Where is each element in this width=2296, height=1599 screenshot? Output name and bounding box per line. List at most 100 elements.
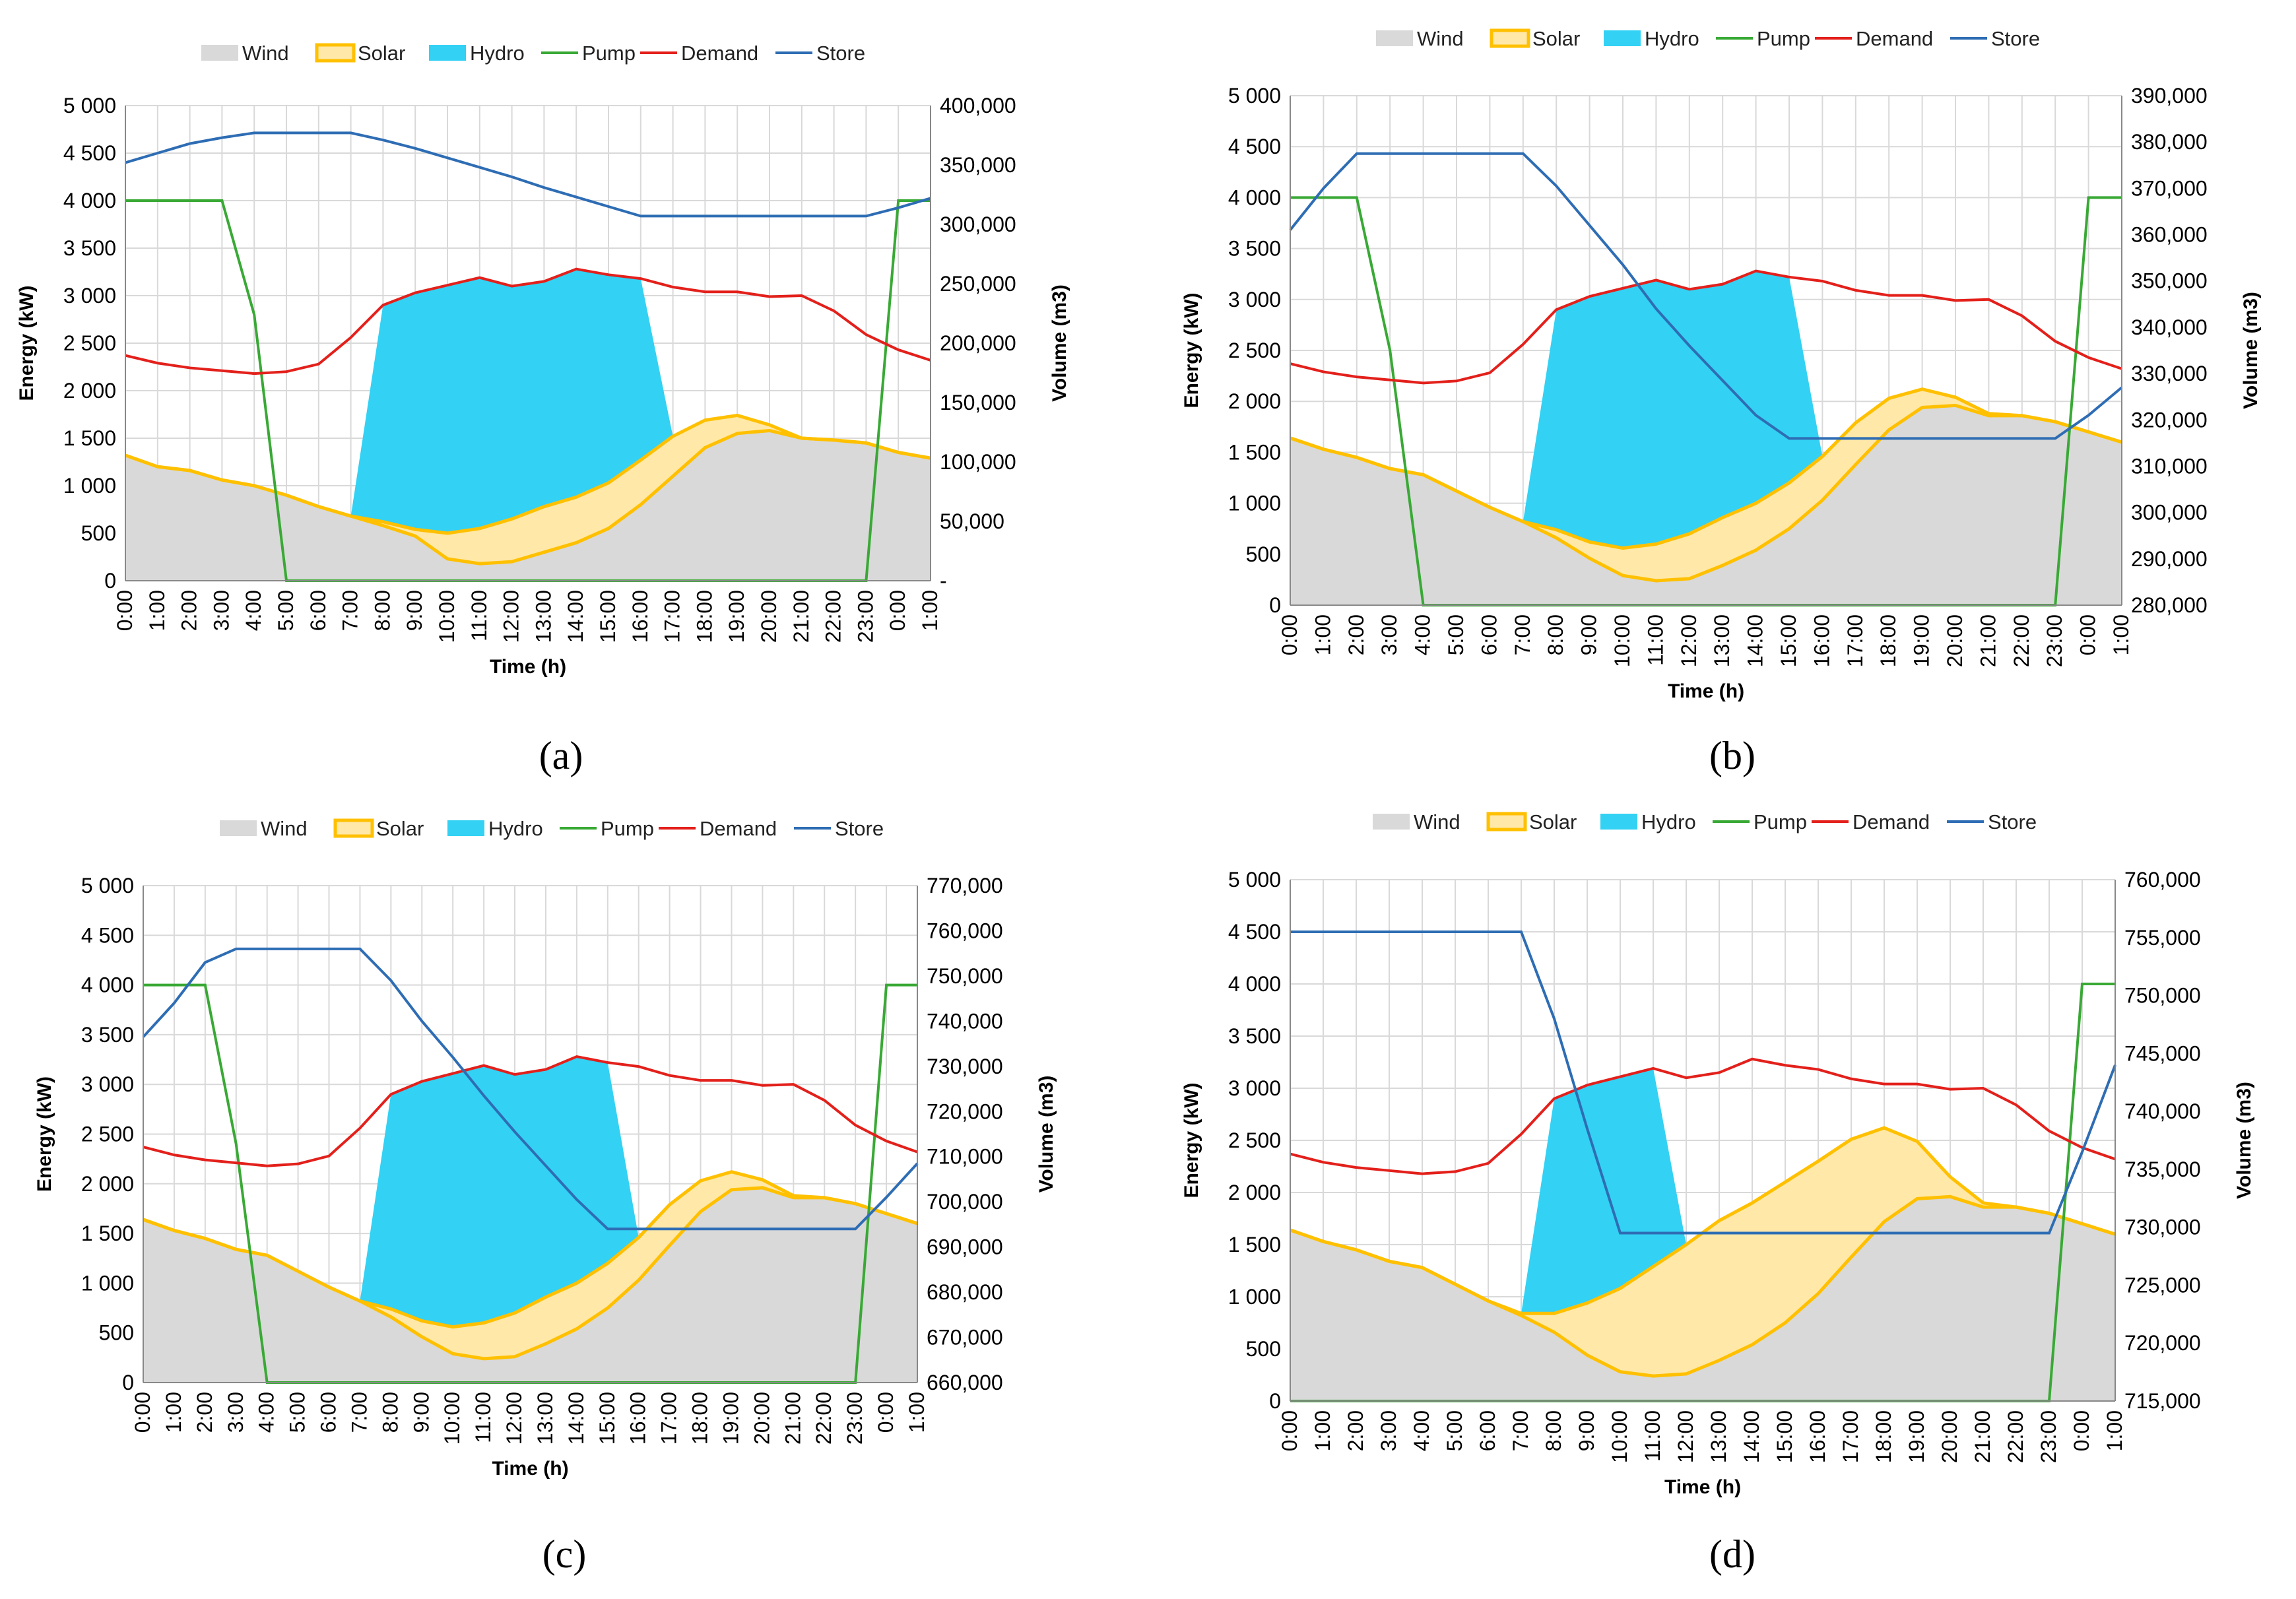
x-tick-label: 11:00 bbox=[1641, 1410, 1664, 1462]
legend-pump: Pump bbox=[1716, 27, 1810, 50]
legend-solar-swatch bbox=[333, 818, 374, 838]
x-tick-label: 12:00 bbox=[1677, 614, 1701, 667]
y-tick-label: 2 000 bbox=[1228, 1181, 1281, 1204]
solar-lower-line bbox=[1290, 403, 2122, 583]
y2-tick-label: 720,000 bbox=[927, 1099, 1003, 1123]
x-tick-label: 19:00 bbox=[719, 1392, 742, 1445]
x-tick-label: 20:00 bbox=[1938, 1410, 1961, 1463]
solar-lower-line bbox=[143, 1186, 918, 1361]
legend-wind-swatch bbox=[1376, 30, 1413, 46]
y-tick-label: 4 500 bbox=[81, 923, 134, 947]
legend-pump-label: Pump bbox=[1754, 810, 1807, 833]
x-tick-label: 22:00 bbox=[822, 590, 845, 643]
solar-lower-line bbox=[125, 428, 931, 566]
x-tick-label: 7:00 bbox=[1509, 1410, 1532, 1451]
legend-wind-label: Wind bbox=[1417, 27, 1464, 50]
x-tick-label: 15:00 bbox=[1773, 1410, 1796, 1463]
x-tick-label: 23:00 bbox=[853, 590, 877, 643]
y2-tick-label: 400,000 bbox=[940, 94, 1016, 117]
solar-lower-line bbox=[1290, 1194, 2116, 1378]
legend-demand: Demand bbox=[1815, 27, 1933, 50]
x-tick-label: 20:00 bbox=[757, 590, 781, 643]
legend-hydro-label: Hydro bbox=[1645, 27, 1699, 50]
y2-axis-title: Volume (m3) bbox=[2240, 292, 2262, 409]
solar-area bbox=[1290, 1128, 2115, 1377]
y-tick-label: 2 000 bbox=[1228, 389, 1281, 413]
y-tick-label: 1 500 bbox=[1228, 1233, 1281, 1256]
legend-hydro-swatch bbox=[1600, 814, 1637, 830]
y2-tick-label: 755,000 bbox=[2124, 926, 2201, 950]
panel-caption: (a) bbox=[539, 734, 583, 777]
x-tick-label: 0:00 bbox=[113, 590, 137, 631]
x-tick-label: 5:00 bbox=[286, 1392, 310, 1433]
legend-store: Store bbox=[1950, 27, 2040, 50]
y2-tick-label: 740,000 bbox=[2124, 1099, 2201, 1123]
x-tick-label: 9:00 bbox=[1577, 614, 1601, 655]
x-tick-label: 22:00 bbox=[812, 1392, 836, 1445]
y-tick-label: 2 500 bbox=[1228, 339, 1281, 362]
x-tick-label: 10:00 bbox=[1610, 614, 1634, 667]
y-tick-label: 0 bbox=[1269, 1389, 1281, 1413]
legend-solar: Solar bbox=[1490, 27, 1580, 50]
demand-line bbox=[1290, 269, 2122, 385]
legend-pump: Pump bbox=[560, 817, 654, 840]
legend-solar: Solar bbox=[333, 817, 424, 840]
x-tick-label: 9:00 bbox=[409, 1392, 433, 1433]
y-tick-label: 3 500 bbox=[63, 236, 116, 260]
wind-area bbox=[1290, 405, 2122, 605]
legend-hydro-swatch bbox=[1604, 30, 1641, 46]
x-tick-label: 21:00 bbox=[789, 590, 813, 643]
legend-wind-swatch bbox=[220, 820, 257, 836]
y-tick-label: 3 500 bbox=[1228, 237, 1281, 261]
y2-tick-label: 360,000 bbox=[2131, 223, 2208, 247]
y2-tick-label: 760,000 bbox=[927, 919, 1003, 942]
y2-tick-label: 280,000 bbox=[2131, 593, 2208, 617]
legend-hydro: Hydro bbox=[429, 42, 525, 65]
x-tick-label: 3:00 bbox=[1377, 614, 1401, 655]
legend-demand: Demand bbox=[640, 42, 758, 65]
legend-store: Store bbox=[794, 817, 884, 840]
x-tick-label: 16:00 bbox=[628, 590, 652, 643]
x-axis-title: Time (h) bbox=[490, 656, 566, 678]
y-tick-label: 1 000 bbox=[1228, 492, 1281, 515]
legend-solar-label: Solar bbox=[1529, 810, 1577, 833]
x-tick-label: 21:00 bbox=[1976, 614, 2000, 667]
x-tick-label: 13:00 bbox=[1710, 614, 1734, 667]
x-tick-label: 1:00 bbox=[145, 590, 169, 631]
x-tick-label: 0:00 bbox=[874, 1392, 898, 1433]
y2-tick-label: 320,000 bbox=[2131, 408, 2208, 432]
x-tick-label: 0:00 bbox=[1278, 1410, 1301, 1451]
y-tick-label: 500 bbox=[81, 521, 116, 545]
x-tick-label: 4:00 bbox=[1410, 1410, 1433, 1451]
x-tick-label: 0:00 bbox=[1278, 614, 1301, 655]
legend-hydro: Hydro bbox=[447, 817, 543, 840]
solar-area bbox=[125, 415, 931, 564]
x-tick-label: 8:00 bbox=[1544, 614, 1567, 655]
legend-pump-label: Pump bbox=[1757, 27, 1810, 50]
x-tick-label: 18:00 bbox=[1872, 1410, 1895, 1463]
x-tick-label: 9:00 bbox=[403, 590, 426, 631]
y2-tick-label: 380,000 bbox=[2131, 130, 2208, 154]
y2-tick-label: 730,000 bbox=[2124, 1216, 2201, 1239]
y-tick-label: 0 bbox=[122, 1371, 134, 1394]
legend-wind-label: Wind bbox=[261, 817, 308, 840]
y-tick-label: 4 000 bbox=[81, 973, 134, 997]
y-tick-label: 5 000 bbox=[1228, 84, 1281, 108]
x-tick-label: 6:00 bbox=[1476, 1410, 1499, 1451]
y2-tick-label: 740,000 bbox=[927, 1009, 1003, 1033]
legend-hydro-label: Hydro bbox=[470, 42, 525, 65]
y2-tick-label: 100,000 bbox=[940, 450, 1016, 474]
legend-hydro: Hydro bbox=[1604, 27, 1699, 50]
x-tick-label: 14:00 bbox=[1740, 1410, 1763, 1463]
y-tick-label: 4 500 bbox=[1228, 135, 1281, 158]
legend-store-label: Store bbox=[835, 817, 884, 840]
hydro-area bbox=[350, 269, 673, 533]
legend-pump: Pump bbox=[541, 42, 636, 65]
hydro-area bbox=[1521, 1068, 1686, 1314]
x-tick-label: 16:00 bbox=[1806, 1410, 1829, 1463]
x-tick-label: 12:00 bbox=[1674, 1410, 1697, 1463]
legend-wind-label: Wind bbox=[1414, 810, 1460, 833]
x-tick-label: 18:00 bbox=[1876, 614, 1900, 667]
y-tick-label: 5 000 bbox=[1228, 868, 1281, 892]
